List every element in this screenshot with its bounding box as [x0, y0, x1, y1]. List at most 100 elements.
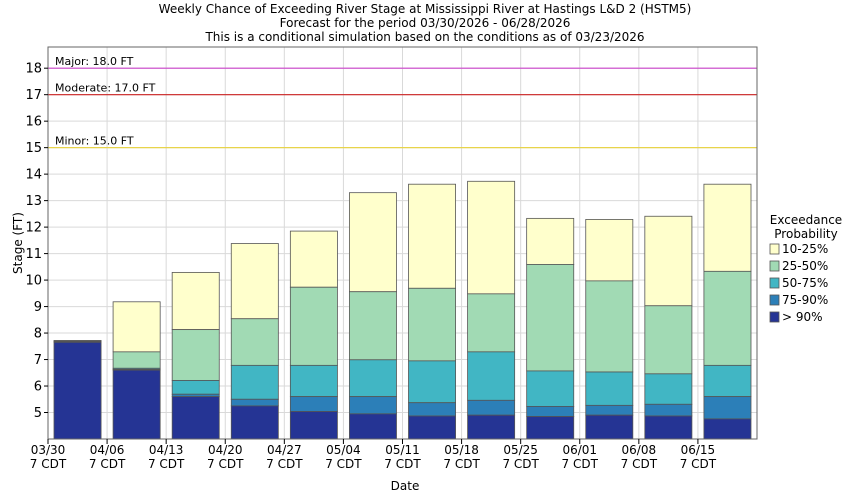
- x-tick-label-date: 06/01: [562, 443, 597, 457]
- legend-swatch: [769, 277, 780, 289]
- bar-segment-band-75-90: [289, 396, 338, 412]
- x-tick-label-date: 06/08: [622, 443, 657, 457]
- stacked-bars: [53, 180, 752, 440]
- x-tick-label-time: 7 CDT: [680, 457, 717, 471]
- bar-week-06-01: [585, 219, 634, 440]
- bar-segment-band-gt-90: [53, 341, 102, 440]
- x-tick-label-time: 7 CDT: [148, 457, 185, 471]
- legend-title: Probability: [774, 227, 837, 241]
- threshold-label: Major: 18.0 FT: [55, 55, 134, 68]
- x-tick-label-date: 05/11: [385, 443, 420, 457]
- bar-segment-band-10-25: [467, 180, 516, 295]
- y-tick-label: 5: [34, 406, 42, 421]
- bar-segment-band-50-75: [349, 359, 397, 398]
- chart-title: Weekly Chance of Exceeding River Stage a…: [159, 2, 692, 44]
- bar-segment-band-75-90: [585, 404, 634, 416]
- bar-segment-band-gt-90: [230, 405, 279, 440]
- bar-segment-band-10-25: [644, 215, 693, 307]
- bar-segment-band-10-25: [230, 243, 279, 320]
- bar-segment-band-10-25: [289, 230, 338, 288]
- bar-week-04-06: [112, 301, 161, 440]
- bar-week-06-08: [644, 215, 693, 440]
- bar-segment-band-gt-90: [703, 418, 752, 440]
- x-tick-label-time: 7 CDT: [384, 457, 421, 471]
- bar-segment-band-25-50: [526, 264, 575, 372]
- x-tick-label-date: 04/06: [90, 443, 125, 457]
- bar-segment-band-75-90: [467, 399, 516, 416]
- bar-segment-band-25-50: [112, 351, 161, 369]
- legend-label: 25-50%: [782, 259, 828, 273]
- y-tick-label: 16: [25, 115, 42, 130]
- bar-segment-band-50-75: [230, 364, 279, 400]
- bar-segment-band-10-25: [112, 301, 161, 353]
- bar-segment-band-gt-90: [112, 369, 161, 440]
- bar-week-03-30: [53, 340, 102, 440]
- legend-swatch: [769, 260, 780, 272]
- threshold-label: Moderate: 17.0 FT: [55, 82, 156, 95]
- bar-segment-band-gt-90: [526, 416, 575, 440]
- x-tick-label-time: 7 CDT: [562, 457, 599, 471]
- x-axis-label: Date: [391, 479, 420, 493]
- bar-segment-band-10-25: [171, 271, 220, 331]
- x-tick-label-time: 7 CDT: [325, 457, 362, 471]
- y-tick-label: 12: [25, 221, 42, 236]
- bar-segment-band-gt-90: [349, 413, 397, 440]
- x-tick-label-time: 7 CDT: [266, 457, 303, 471]
- bar-segment-band-50-75: [703, 364, 752, 398]
- bar-segment-band-50-75: [644, 373, 693, 405]
- x-tick-label-date: 05/25: [503, 443, 538, 457]
- legend-swatch: [769, 243, 780, 255]
- bar-segment-band-gt-90: [408, 415, 456, 440]
- bar-segment-band-50-75: [408, 360, 456, 404]
- x-tick-label-date: 03/30: [31, 443, 66, 457]
- bar-segment-band-gt-90: [467, 414, 516, 440]
- legend-label: > 90%: [782, 310, 823, 324]
- x-tick-label-date: 04/13: [149, 443, 184, 457]
- y-tick-label: 9: [34, 300, 42, 315]
- title-line-2: Forecast for the period 03/30/2026 - 06/…: [280, 16, 571, 30]
- x-tick-label-time: 7 CDT: [30, 457, 67, 471]
- legend-label: 10-25%: [782, 242, 828, 256]
- x-tick-label-date: 05/04: [326, 443, 361, 457]
- bar-segment-band-gt-90: [644, 415, 693, 440]
- bar-segment-band-25-50: [349, 291, 397, 361]
- bar-week-05-25: [526, 217, 575, 440]
- bar-segment-band-25-50: [585, 280, 634, 373]
- flood-thresholds: Major: 18.0 FT Moderate: 17.0 FT Minor: 15…: [48, 55, 757, 149]
- bar-segment-band-gt-90: [585, 414, 634, 440]
- bar-segment-band-25-50: [230, 318, 279, 366]
- y-tick-label: 6: [34, 380, 42, 395]
- bar-segment-band-25-50: [171, 329, 220, 381]
- bar-segment-band-25-50: [408, 287, 456, 362]
- bar-week-04-20: [230, 243, 279, 440]
- bar-segment-band-75-90: [703, 396, 752, 420]
- title-line-1: Weekly Chance of Exceeding River Stage a…: [159, 2, 692, 16]
- bar-segment-band-10-25: [703, 183, 752, 272]
- legend-swatch: [769, 294, 780, 306]
- bar-segment-band-75-90: [644, 403, 693, 417]
- y-axis-label: Stage (FT): [11, 212, 25, 274]
- bar-segment-band-25-50: [644, 305, 693, 375]
- legend-swatch: [769, 311, 780, 323]
- x-tick-label-time: 7 CDT: [207, 457, 244, 471]
- bar-segment-band-25-50: [467, 293, 516, 353]
- x-tick-label-time: 7 CDT: [621, 457, 658, 471]
- bar-segment-band-75-90: [526, 406, 575, 417]
- bar-segment-band-gt-90: [289, 411, 338, 440]
- x-tick-label-time: 7 CDT: [443, 457, 480, 471]
- bar-segment-band-gt-90: [171, 396, 220, 440]
- legend-title: Exceedance: [770, 213, 842, 227]
- bar-segment-band-50-75: [467, 351, 516, 401]
- bar-week-06-15: [703, 183, 752, 440]
- x-tick-label-date: 04/27: [267, 443, 302, 457]
- y-tick-label: 7: [34, 353, 42, 368]
- bar-segment-band-50-75: [171, 380, 220, 395]
- threshold-label: Minor: 15.0 FT: [55, 135, 134, 148]
- bar-segment-band-75-90: [349, 396, 397, 415]
- y-tick-label: 11: [25, 247, 42, 262]
- y-tick-label: 14: [25, 168, 42, 183]
- bar-segment-band-10-25: [526, 217, 575, 265]
